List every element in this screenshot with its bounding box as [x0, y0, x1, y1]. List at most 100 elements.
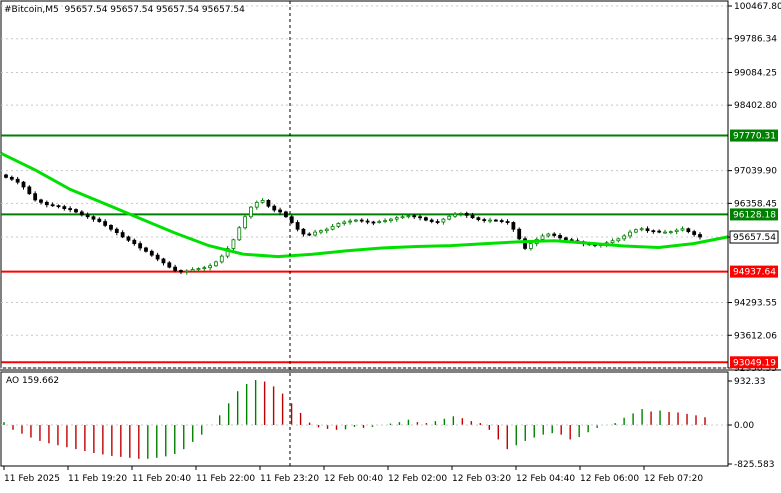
- candle: [447, 214, 452, 221]
- candle: [377, 219, 382, 224]
- candle: [511, 221, 516, 232]
- level-price-label: 96128.18: [733, 210, 776, 220]
- candle: [657, 229, 662, 234]
- candle: [144, 246, 148, 253]
- candle: [324, 227, 329, 234]
- price-tick-label: 96358.45: [734, 199, 777, 209]
- candle: [517, 227, 522, 241]
- candle: [453, 211, 457, 218]
- candle: [56, 204, 61, 209]
- candle: [114, 227, 119, 236]
- candle: [249, 205, 253, 219]
- ohlc-values: 95657.54 95657.54 95657.54 95657.54: [64, 5, 245, 15]
- candle: [348, 218, 352, 225]
- candle: [470, 212, 475, 219]
- candle: [237, 226, 242, 241]
- candle: [698, 232, 702, 240]
- candle: [383, 218, 387, 224]
- price-tick-label: 94293.55: [734, 299, 777, 309]
- ao-title: AO 159.662: [6, 376, 60, 386]
- candle: [610, 238, 615, 244]
- candle: [219, 254, 224, 264]
- candle: [33, 191, 38, 202]
- candle: [109, 224, 113, 232]
- candle: [9, 175, 14, 181]
- time-tick-label: 11 Feb 22:00: [196, 474, 255, 484]
- candle: [319, 229, 323, 235]
- candle: [412, 214, 417, 219]
- candle: [15, 176, 20, 185]
- candle: [616, 237, 621, 243]
- candle: [464, 211, 469, 218]
- candle: [540, 233, 545, 241]
- candle: [190, 267, 195, 273]
- time-tick-label: 11 Feb 2025: [4, 474, 60, 484]
- candle: [336, 222, 341, 229]
- symbol-info: #Bitcoin,M5 95657.54 95657.54 95657.54 9…: [4, 5, 245, 15]
- candle: [225, 246, 230, 259]
- price-axis[interactable]: 100467.80 99786.34 99084.25 98402.80 97039.9…: [727, 1, 781, 374]
- candle: [278, 207, 283, 215]
- candle: [44, 200, 49, 208]
- candle: [21, 180, 26, 190]
- candle: [645, 226, 650, 233]
- level-price-badge: [730, 208, 778, 221]
- candle: [400, 214, 405, 219]
- time-tick-label: 12 Feb 07:20: [644, 474, 703, 484]
- candle: [680, 226, 685, 232]
- price-tick-label: 100467.80: [734, 2, 781, 12]
- candle: [429, 218, 434, 224]
- time-tick-label: 11 Feb 19:20: [68, 474, 127, 484]
- candle: [120, 230, 125, 239]
- candle: [523, 236, 527, 251]
- candle: [389, 217, 393, 223]
- symbol-label: #Bitcoin,M5: [4, 5, 59, 15]
- candle: [418, 214, 422, 221]
- candle: [482, 217, 487, 223]
- candle: [266, 199, 271, 208]
- candle: [79, 210, 84, 217]
- candle: [173, 264, 178, 273]
- level-price-badge: [730, 129, 778, 142]
- candle: [149, 249, 154, 257]
- candle: [342, 220, 347, 226]
- candle: [365, 218, 370, 225]
- candle: [371, 220, 376, 226]
- candle: [68, 206, 73, 213]
- candle: [692, 229, 697, 237]
- candle: [552, 232, 557, 238]
- candle: [423, 216, 428, 222]
- candle: [179, 269, 183, 275]
- candle: [50, 202, 55, 207]
- candle: [243, 214, 248, 230]
- price-tick-label: 99786.34: [734, 35, 777, 45]
- candle: [651, 229, 656, 234]
- candle: [91, 215, 96, 222]
- time-tick-label: 12 Feb 04:40: [516, 474, 575, 484]
- candle: [208, 263, 213, 271]
- price-tick-label: 99084.25: [734, 68, 777, 78]
- moving-average-line: [0, 151, 729, 259]
- candle: [161, 257, 166, 266]
- price-tick-label: 97039.90: [734, 167, 777, 177]
- candle: [284, 210, 288, 218]
- candle: [97, 217, 102, 223]
- candle: [85, 212, 90, 219]
- candle: [196, 267, 201, 272]
- candle: [27, 185, 32, 195]
- level-price-label: 93049.19: [733, 358, 776, 368]
- candle: [103, 219, 108, 228]
- candle: [622, 234, 627, 241]
- candle: [74, 208, 78, 214]
- candle: [354, 218, 358, 223]
- time-tick-label: 11 Feb 23:20: [260, 474, 319, 484]
- candle: [493, 218, 498, 222]
- candle: [330, 223, 335, 231]
- time-tick-label: 12 Feb 02:00: [388, 474, 447, 484]
- candle: [272, 204, 277, 213]
- candle: [476, 216, 481, 222]
- price-tick-label: 93612.06: [734, 331, 777, 341]
- main-chart-plot[interactable]: [0, 0, 729, 466]
- candle: [458, 212, 463, 217]
